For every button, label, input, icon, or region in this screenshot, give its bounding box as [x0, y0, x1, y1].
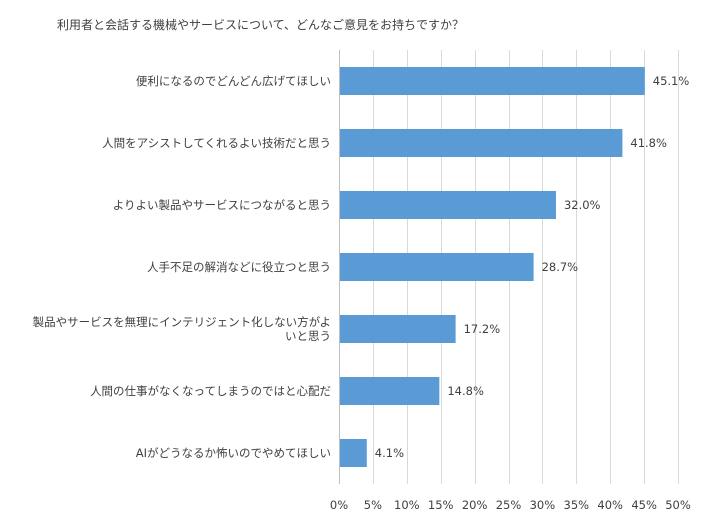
data-label: 14.8% — [447, 384, 484, 398]
x-tick-label: 30% — [530, 498, 556, 512]
x-tick-label: 5% — [364, 498, 382, 512]
bar — [340, 253, 534, 281]
data-label: 41.8% — [630, 136, 667, 150]
data-label: 32.0% — [564, 198, 601, 212]
x-tick-label: 50% — [665, 498, 691, 512]
x-tick-label: 10% — [394, 498, 420, 512]
category-label: 人間の仕事がなくなってしまうのではと心配だ — [90, 384, 331, 398]
data-label: 4.1% — [375, 446, 404, 460]
bars — [340, 67, 645, 467]
category-labels: 45.1% 便利になるのでどんどん広げてほしい 41.8% 人間をアシストしてくれるよ… — [33, 74, 690, 460]
bar — [340, 439, 367, 467]
category-label: 便利になるのでどんどん広げてほしい — [136, 74, 331, 88]
x-tick-label: 0% — [330, 498, 348, 512]
bar — [340, 67, 645, 95]
x-axis-ticks: 0% 5% 10% 15% 20% 25% 30% 35% 40% 45% 50% — [330, 498, 691, 512]
category-label: AIがどうなるか怖いのでやめてほしい — [136, 446, 331, 460]
x-tick-label: 40% — [597, 498, 623, 512]
bar — [340, 129, 623, 157]
data-label: 28.7% — [542, 260, 579, 274]
x-tick-label: 45% — [631, 498, 657, 512]
bar — [340, 191, 556, 219]
category-label: 製品やサービスを無理にインテリジェント化しない方がよいと思う — [33, 315, 331, 343]
data-label: 45.1% — [653, 74, 690, 88]
x-tick-label: 35% — [564, 498, 590, 512]
chart-title: 利用者と会話する機械やサービスについて、どんなご意見をお持ちですか？ — [57, 17, 464, 32]
category-label: よりよい製品やサービスにつながると思う — [113, 198, 331, 212]
x-tick-label: 25% — [496, 498, 522, 512]
x-tick-label: 15% — [428, 498, 454, 512]
bar — [340, 377, 440, 405]
category-label: 人間をアシストしてくれるよい技術だと思う — [102, 136, 331, 150]
x-tick-label: 20% — [462, 498, 488, 512]
bar — [340, 315, 456, 343]
data-label: 17.2% — [464, 322, 501, 336]
category-label: 人手不足の解消などに役立つと思う — [147, 260, 331, 274]
